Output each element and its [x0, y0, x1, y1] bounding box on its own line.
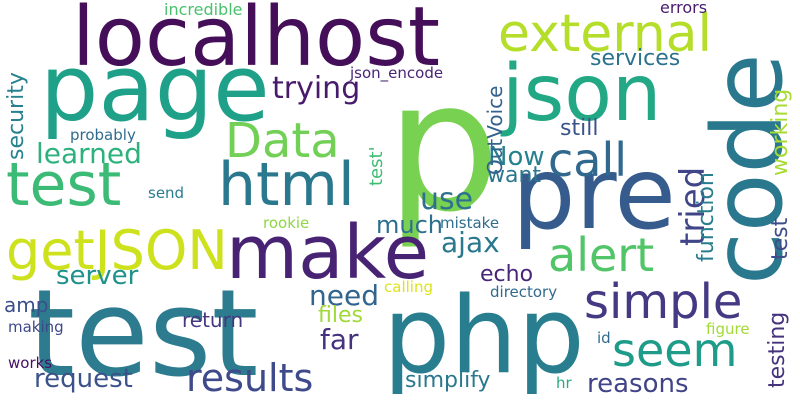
word: request: [34, 364, 133, 394]
word: pre: [512, 135, 676, 252]
word: html: [218, 150, 355, 220]
word: reasons: [587, 369, 689, 399]
word: results: [186, 356, 314, 400]
word: localhost: [72, 0, 441, 85]
word: making: [8, 318, 64, 336]
word: testing: [765, 311, 790, 388]
word: json: [502, 49, 662, 139]
word: working: [768, 88, 793, 176]
word: calling: [384, 278, 433, 296]
word: far: [320, 323, 359, 356]
word: alert: [548, 228, 655, 282]
word: getJSON: [6, 219, 228, 282]
word: simplify: [405, 368, 491, 393]
word: use: [420, 182, 474, 217]
word: hr: [556, 374, 572, 392]
word: mistake: [440, 214, 500, 232]
word: make: [226, 210, 430, 296]
word: test: [28, 265, 259, 400]
word: send: [148, 184, 185, 202]
word: incredible: [164, 0, 243, 19]
word: echo: [480, 262, 534, 287]
word: amp: [4, 293, 49, 317]
word: external: [498, 4, 712, 64]
word: simple: [584, 274, 743, 330]
word: OutVoice: [483, 85, 507, 175]
word: server: [56, 261, 139, 291]
word: ajax: [441, 226, 500, 259]
word: p: [386, 43, 501, 252]
word: call: [548, 133, 628, 187]
word: test': [366, 146, 387, 186]
word: much: [376, 211, 443, 239]
word: Now: [488, 142, 545, 172]
word: works: [8, 354, 53, 372]
word: test: [768, 217, 793, 260]
word: security: [4, 72, 29, 160]
word: page: [40, 35, 270, 142]
word: directory: [490, 283, 558, 301]
word: id: [597, 329, 611, 347]
word: services: [590, 46, 681, 71]
word: rookie: [263, 214, 310, 232]
word: json_encode: [350, 64, 444, 82]
word: need: [309, 279, 379, 312]
word: Data: [225, 113, 340, 169]
word: return: [182, 308, 244, 332]
word: function: [694, 172, 719, 262]
word: trying: [272, 71, 361, 106]
word: want: [487, 163, 542, 188]
word: errors: [660, 0, 708, 17]
word: files: [318, 303, 363, 328]
word: figure: [706, 320, 750, 338]
word: still: [560, 116, 599, 141]
word: seem: [612, 323, 738, 377]
word: probably: [70, 126, 136, 144]
word: learned: [36, 137, 142, 170]
word: php: [383, 274, 585, 397]
word: test: [6, 150, 122, 220]
